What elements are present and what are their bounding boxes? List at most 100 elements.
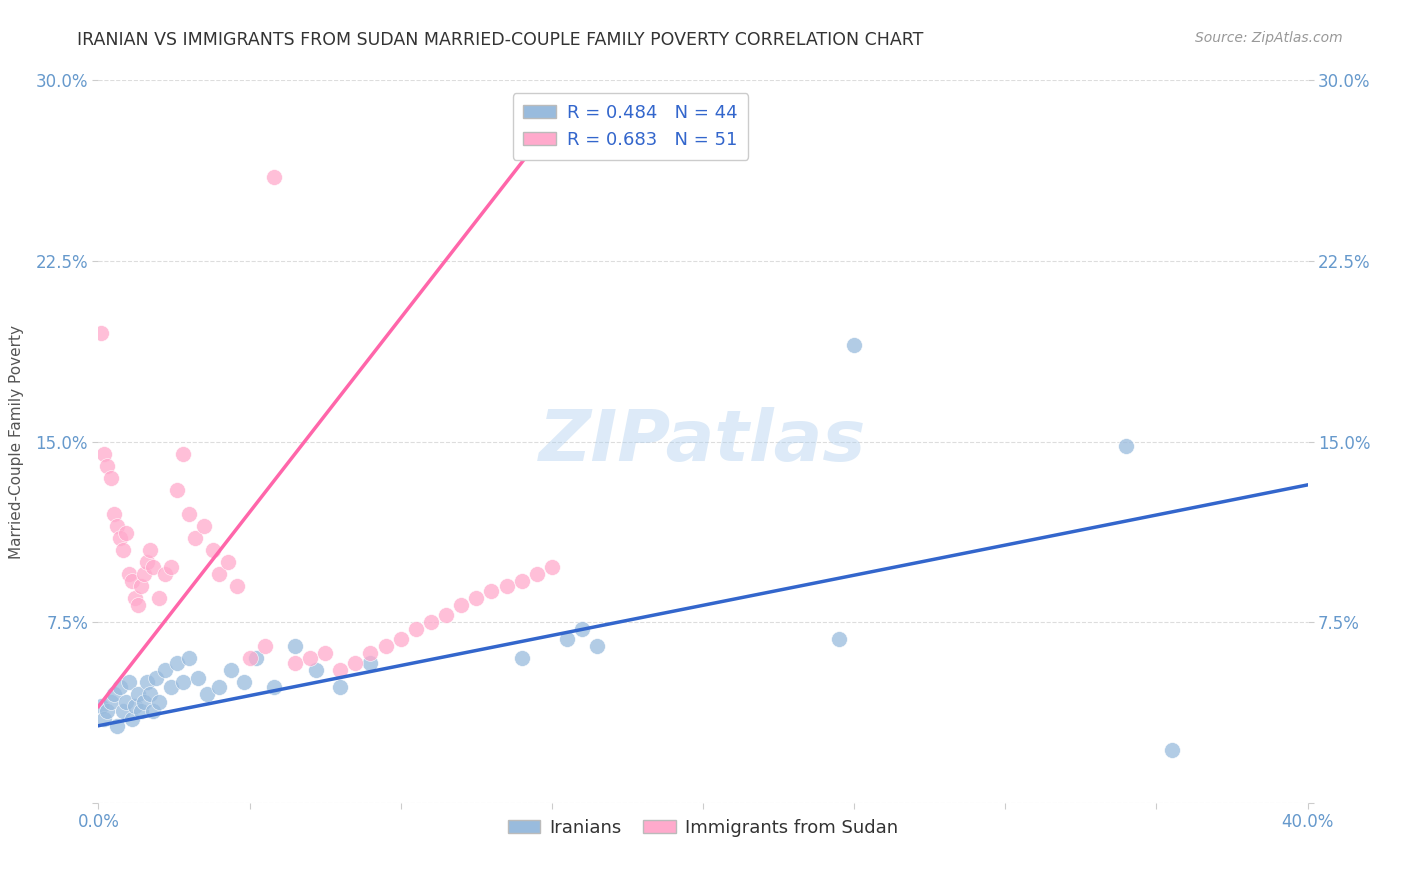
Point (96, 704, 118, 718)
Point (540, 559, 562, 574)
Point (202, 542, 225, 557)
Point (450, 599, 472, 613)
Point (145, 671, 167, 685)
Point (571, 623, 593, 637)
Point (239, 651, 262, 665)
Point (586, 639, 609, 653)
Point (114, 526, 136, 541)
Y-axis label: Married-Couple Family Poverty: Married-Couple Family Poverty (10, 325, 24, 558)
Point (208, 680, 231, 694)
Point (510, 574, 533, 589)
Point (360, 647, 382, 661)
Point (195, 687, 218, 701)
Point (124, 591, 146, 605)
Point (844, 338, 866, 352)
Point (405, 623, 427, 637)
Point (105, 719, 128, 733)
Point (263, 680, 285, 694)
Point (344, 656, 367, 670)
Point (481, 583, 503, 598)
Point (135, 555, 157, 569)
Point (284, 656, 307, 670)
Point (121, 574, 143, 589)
Point (153, 567, 176, 582)
Point (329, 664, 352, 678)
Point (124, 699, 146, 714)
Point (184, 531, 207, 545)
Point (179, 507, 201, 521)
Point (193, 518, 215, 533)
Point (420, 615, 443, 630)
Point (148, 695, 170, 709)
Point (90, 699, 112, 714)
Point (139, 542, 162, 557)
Point (221, 664, 243, 678)
Point (100, 470, 122, 484)
Point (108, 531, 131, 545)
Point (1160, 743, 1182, 757)
Text: ZIPatlas: ZIPatlas (540, 407, 866, 476)
Point (434, 607, 457, 622)
Point (129, 579, 152, 593)
Point (1115, 439, 1137, 453)
Point (510, 651, 533, 665)
Point (245, 651, 267, 665)
Point (374, 639, 396, 653)
Point (299, 651, 322, 665)
Point (263, 169, 285, 184)
Point (111, 704, 134, 718)
Point (142, 559, 165, 574)
Point (93, 712, 115, 726)
Point (179, 651, 201, 665)
Point (465, 591, 488, 605)
Point (166, 483, 188, 497)
Point (127, 687, 149, 701)
Point (160, 680, 183, 694)
Point (127, 599, 149, 613)
Point (135, 675, 157, 690)
Point (208, 567, 231, 582)
Point (226, 579, 249, 593)
Point (526, 567, 548, 582)
Point (360, 656, 382, 670)
Point (90, 326, 112, 340)
Point (129, 704, 152, 718)
Point (93, 446, 115, 460)
Point (172, 675, 194, 690)
Point (148, 591, 170, 605)
Point (139, 687, 162, 701)
Point (118, 675, 141, 690)
Point (132, 695, 155, 709)
Point (314, 647, 336, 661)
Point (103, 687, 125, 701)
Point (828, 632, 851, 646)
Point (284, 639, 307, 653)
Point (253, 639, 276, 653)
Point (111, 542, 134, 557)
Point (555, 632, 578, 646)
Point (114, 695, 136, 709)
Legend: Iranians, Immigrants from Sudan: Iranians, Immigrants from Sudan (501, 812, 905, 845)
Text: Source: ZipAtlas.com: Source: ZipAtlas.com (1195, 31, 1343, 45)
Point (105, 518, 128, 533)
Point (389, 632, 412, 646)
Point (160, 559, 183, 574)
Point (108, 680, 131, 694)
Point (96, 458, 118, 473)
Point (132, 567, 155, 582)
Point (232, 675, 254, 690)
Point (118, 567, 141, 582)
Text: IRANIAN VS IMMIGRANTS FROM SUDAN MARRIED-COUPLE FAMILY POVERTY CORRELATION CHART: IRANIAN VS IMMIGRANTS FROM SUDAN MARRIED… (77, 31, 924, 49)
Point (166, 656, 188, 670)
Point (103, 507, 125, 521)
Point (100, 695, 122, 709)
Point (329, 680, 352, 694)
Point (305, 664, 328, 678)
Point (142, 704, 165, 718)
Point (153, 664, 176, 678)
Point (172, 446, 194, 460)
Point (495, 579, 517, 593)
Point (217, 555, 239, 569)
Point (121, 712, 143, 726)
Point (187, 671, 209, 685)
